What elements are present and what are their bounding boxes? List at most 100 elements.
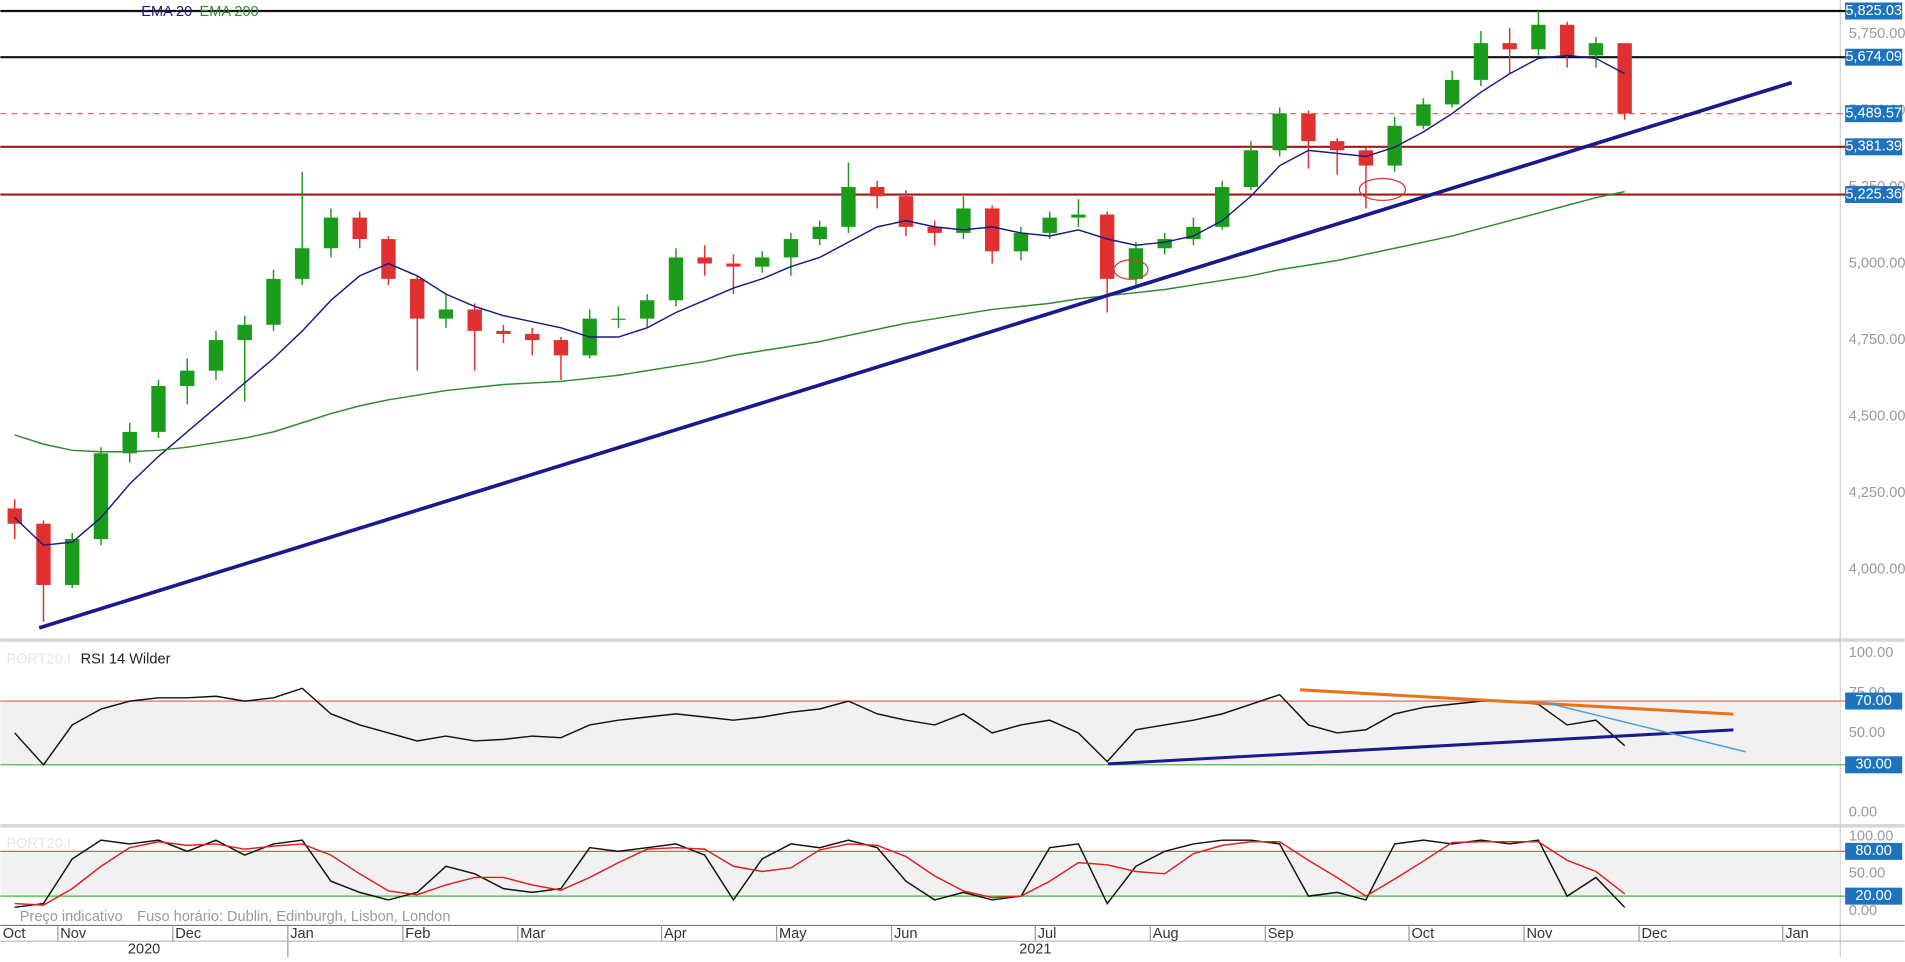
candle-body (1157, 239, 1172, 249)
annotation: Preço indicativo (20, 909, 123, 925)
y-tick-label: 100.00 (1849, 645, 1894, 661)
candle-body (323, 217, 339, 249)
annotation: Fuso horário: Dublin, Edinburgh, Lisbon,… (137, 909, 450, 925)
level-label: 5,489.57 (1845, 106, 1902, 122)
legend-entry: RSI 14 Wilder (81, 651, 171, 667)
instrument-label: PORT20.I (6, 651, 70, 667)
year-label: 2020 (128, 942, 160, 957)
candle-body (956, 208, 971, 233)
backgrounds (0, 9, 1847, 897)
series-line (14, 54, 1626, 546)
x-tick-label: May (779, 926, 807, 942)
y-tick-label: 4,000.00 (1849, 561, 1905, 577)
candle-body (525, 333, 540, 341)
y-tick-label: 5,000.00 (1849, 255, 1905, 271)
level-box (1845, 756, 1903, 774)
year-label: 2021 (1019, 942, 1051, 957)
candle-body (1128, 248, 1144, 279)
x-tick-label: Jan (290, 926, 313, 942)
level-label: 5,825.03 (1845, 3, 1902, 19)
candle-body (237, 324, 252, 341)
candle-body (1588, 43, 1604, 56)
candle-body (1387, 125, 1402, 166)
candle-body (985, 208, 1000, 252)
level-label: 5,381.39 (1845, 139, 1902, 155)
y-tick-label: 0.00 (1849, 804, 1877, 820)
candle-body (381, 239, 396, 279)
x-tick-label: Dec (1641, 926, 1667, 942)
trend-line (1542, 701, 1746, 753)
candle-body (1042, 217, 1057, 233)
candle-body (352, 217, 367, 240)
candle-body (1531, 24, 1546, 50)
candle-body (93, 453, 109, 540)
x-tick-label: Nov (60, 926, 87, 942)
level-band (0, 701, 1841, 765)
x-tick-label: Jul (1038, 926, 1057, 942)
legend-entry: EMA 20 (141, 4, 192, 20)
candle-body (927, 226, 942, 233)
level-label: 70.00 (1855, 693, 1891, 709)
y-tick-label: 0.00 (1849, 903, 1877, 919)
candle-body (841, 187, 856, 227)
candle-body (640, 300, 655, 319)
x-tick-label: Oct (1411, 926, 1434, 942)
highlight-ellipse (1358, 177, 1407, 201)
trend-line (1107, 728, 1734, 766)
legend-entry: EMA 200 (200, 4, 259, 20)
y-tick-label: 4,750.00 (1849, 332, 1905, 348)
candle-body (668, 257, 684, 301)
candle-body (755, 257, 770, 267)
candle-body (65, 539, 80, 585)
candle-body (1358, 150, 1374, 166)
candle-body (1243, 150, 1259, 188)
x-tick-label: Aug (1153, 926, 1179, 942)
candle-body (1473, 43, 1489, 80)
x-tick-label: Oct (3, 926, 26, 942)
trend-line (1299, 688, 1734, 716)
level-box (1845, 105, 1903, 123)
candle-body (1099, 214, 1115, 279)
x-tick-label: Jan (1785, 926, 1808, 942)
y-tick-label: 5,750.00 (1849, 26, 1905, 42)
candle-body (1013, 232, 1029, 252)
candle-body (1301, 113, 1316, 142)
series-line (14, 839, 1626, 909)
x-tick-label: Dec (175, 926, 201, 942)
level-label: 5,225.36 (1845, 186, 1902, 202)
level-label: 30.00 (1855, 757, 1891, 773)
level-label: 20.00 (1855, 888, 1891, 904)
marks (7, 11, 1632, 909)
level-box (1845, 842, 1903, 860)
candle-body (898, 196, 914, 227)
x-tick-label: Feb (405, 926, 430, 942)
candle-body (553, 340, 569, 356)
candle-body (467, 309, 482, 331)
candle-body (7, 508, 22, 524)
trend-line (38, 80, 1793, 630)
series-line (14, 841, 1626, 906)
candle-body (1444, 79, 1460, 105)
series-line (14, 190, 1625, 453)
candle-body (36, 523, 51, 585)
candle-body (438, 309, 454, 319)
candle-body (812, 226, 827, 240)
candle-body (266, 278, 281, 325)
y-tick-label: 4,500.00 (1849, 408, 1905, 424)
x-tick-label: Nov (1526, 926, 1553, 942)
candle-body (783, 239, 799, 258)
level-box (1845, 887, 1903, 905)
level-box (1845, 692, 1903, 710)
highlight-ellipse (1113, 259, 1149, 280)
level-label: 80.00 (1855, 843, 1891, 859)
y-tick-label: 4,250.00 (1849, 485, 1905, 501)
candle-body (1186, 226, 1201, 240)
x-tick-label: Mar (520, 926, 545, 942)
candle-body (870, 187, 885, 197)
candle-body (697, 257, 712, 264)
candle-body (496, 330, 511, 334)
x-tick-label: Apr (664, 926, 687, 942)
